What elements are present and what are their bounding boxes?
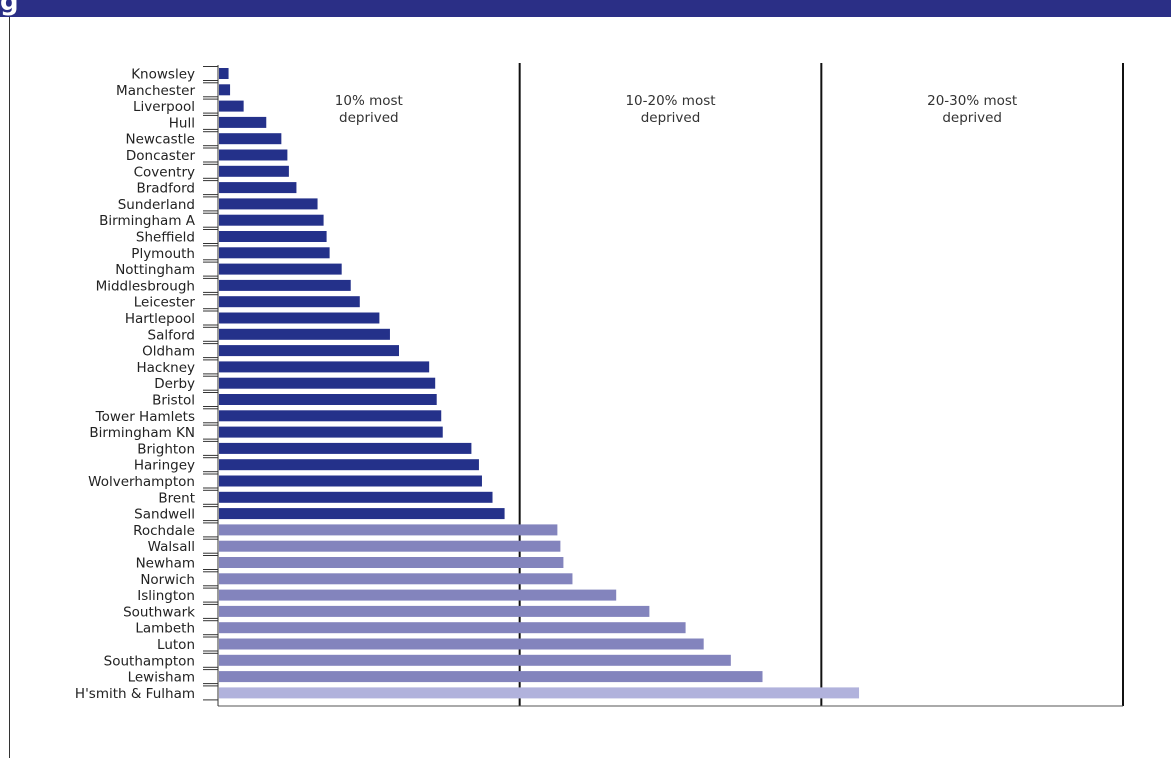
category-label: Sunderland (118, 197, 195, 213)
bar (219, 214, 324, 226)
bar (219, 345, 399, 357)
band-label: 20-30% most (927, 93, 1017, 109)
bar (219, 573, 573, 585)
bar (219, 426, 443, 438)
category-label: Southwark (123, 604, 195, 620)
bar (219, 638, 704, 650)
bar (219, 491, 493, 503)
category-label: Doncaster (126, 148, 196, 164)
bar (219, 377, 436, 389)
category-label: Walsall (148, 539, 195, 555)
category-label: Manchester (116, 83, 195, 99)
category-label: Birmingham KN (89, 425, 195, 441)
bar (219, 100, 244, 112)
category-label: Newcastle (125, 132, 195, 148)
header-bar: g (0, 0, 1171, 17)
bar (219, 622, 686, 634)
category-label: Coventry (134, 164, 195, 180)
category-label: Tower Hamlets (95, 409, 195, 425)
category-label: Plymouth (131, 246, 195, 262)
category-label: Sandwell (134, 507, 195, 523)
bar (219, 182, 297, 194)
category-label: Brighton (137, 441, 195, 457)
bar (219, 231, 327, 242)
category-label: Norwich (140, 572, 195, 588)
bar (219, 671, 763, 683)
header-glyph: g (0, 0, 19, 17)
band-label: deprived (339, 110, 399, 126)
category-label: Derby (154, 376, 195, 392)
category-label: Bradford (136, 181, 195, 197)
category-label: Haringey (134, 458, 195, 474)
bar (219, 84, 231, 96)
bar (219, 263, 342, 275)
bar (219, 442, 472, 454)
bar (219, 296, 360, 308)
category-label: Nottingham (115, 262, 195, 278)
bar (219, 557, 564, 568)
category-label: Hull (169, 115, 195, 131)
category-label: H'smith & Fulham (75, 686, 195, 702)
bar (219, 279, 351, 291)
bar (219, 654, 731, 666)
bar (219, 165, 289, 177)
category-label: Middlesbrough (96, 278, 195, 294)
bar (219, 508, 505, 520)
category-label: Southampton (104, 653, 195, 669)
category-label: Lambeth (135, 621, 195, 637)
bar (219, 361, 430, 373)
category-label: Hartlepool (125, 311, 195, 327)
bar (219, 475, 482, 487)
category-label: Hackney (136, 360, 195, 376)
band-label: deprived (641, 110, 701, 126)
bar (219, 687, 860, 699)
category-label: Liverpool (133, 99, 195, 115)
category-label: Lewisham (128, 670, 195, 686)
category-label: Oldham (142, 344, 195, 360)
category-label: Brent (158, 490, 195, 506)
bar (219, 312, 380, 324)
bar (219, 540, 561, 552)
category-label: Islington (137, 588, 195, 604)
category-label: Birmingham A (99, 213, 196, 229)
category-label: Rochdale (133, 523, 195, 539)
bar (219, 589, 617, 601)
bar (219, 394, 437, 405)
band-label: 10% most (335, 93, 403, 109)
bar (219, 605, 650, 617)
bar (219, 198, 318, 210)
category-label: Leicester (134, 295, 196, 311)
bar (219, 116, 267, 128)
frame-left-border (9, 17, 10, 758)
bar (219, 247, 330, 259)
bar (219, 459, 479, 471)
bar (219, 133, 282, 145)
band-label: 10-20% most (625, 93, 715, 109)
band-label: deprived (942, 110, 1002, 126)
category-label: Wolverhampton (88, 474, 195, 490)
category-label: Sheffield (136, 230, 195, 246)
category-label: Luton (157, 637, 195, 653)
category-label: Bristol (152, 393, 195, 409)
bar (219, 328, 390, 340)
category-label: Newham (136, 556, 195, 572)
category-label: Salford (148, 327, 196, 343)
category-label: Knowsley (131, 67, 195, 83)
bar (219, 524, 558, 536)
bar (219, 149, 288, 161)
bar (219, 410, 442, 422)
bar (219, 68, 229, 79)
